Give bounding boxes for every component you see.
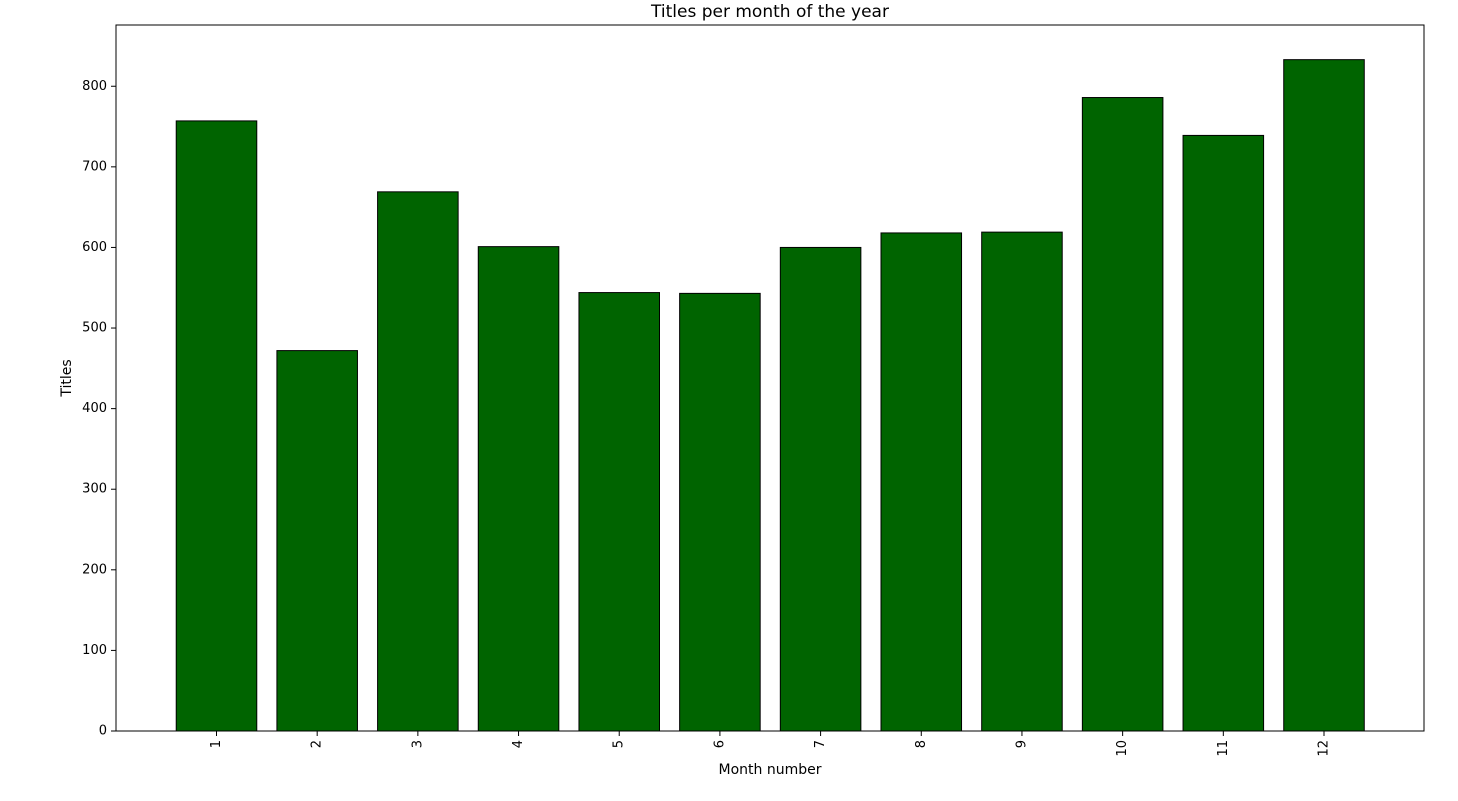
- bar-month-12: [1283, 59, 1365, 732]
- x-axis: 1 2 3 4 5 6 7 8 9 10 11 12: [209, 731, 1332, 757]
- y-axis-label: Titles: [59, 359, 75, 397]
- y-tick-label: 300: [82, 482, 107, 497]
- bars-group: [175, 59, 1365, 732]
- y-tick-label: 800: [82, 79, 107, 94]
- x-tick-label: 8: [914, 740, 929, 748]
- x-tick-label: 4: [511, 740, 526, 748]
- x-tick-label: 6: [712, 740, 727, 748]
- bar-month-9: [981, 231, 1063, 732]
- bar-month-4: [477, 246, 560, 732]
- x-tick-label: 9: [1014, 740, 1029, 748]
- y-tick-label: 100: [82, 643, 107, 658]
- bar-month-2: [276, 350, 358, 732]
- x-tick-label: 1: [209, 740, 224, 748]
- chart-title: Titles per month of the year: [650, 2, 889, 22]
- y-tick-label: 500: [82, 321, 107, 336]
- bar-month-7: [779, 246, 862, 732]
- bar-month-11: [1182, 134, 1265, 732]
- y-tick-label: 200: [82, 562, 107, 577]
- plot-area-frame: [115, 24, 1425, 732]
- x-tick-label: 7: [813, 740, 828, 748]
- y-tick-label: 600: [82, 240, 107, 255]
- bar-month-10: [1081, 97, 1164, 732]
- x-tick-label: 3: [410, 740, 425, 748]
- bar-month-1: [175, 120, 258, 732]
- y-axis: 0 100 200 300 400 500 600 700 800: [82, 79, 116, 739]
- x-tick-label: 12: [1317, 740, 1332, 757]
- bar-month-3: [377, 191, 459, 732]
- bar-month-6: [679, 292, 761, 732]
- y-tick-label: 700: [82, 159, 107, 174]
- y-tick-label: 400: [82, 401, 107, 416]
- bar-month-5: [578, 292, 660, 732]
- x-tick-label: 10: [1115, 740, 1130, 757]
- bar-month-8: [880, 232, 963, 732]
- x-tick-label: 11: [1216, 740, 1231, 757]
- x-tick-label: 2: [310, 740, 325, 748]
- x-tick-label: 5: [612, 740, 627, 748]
- y-tick-label: 0: [99, 724, 107, 739]
- x-axis-label: Month number: [719, 762, 822, 778]
